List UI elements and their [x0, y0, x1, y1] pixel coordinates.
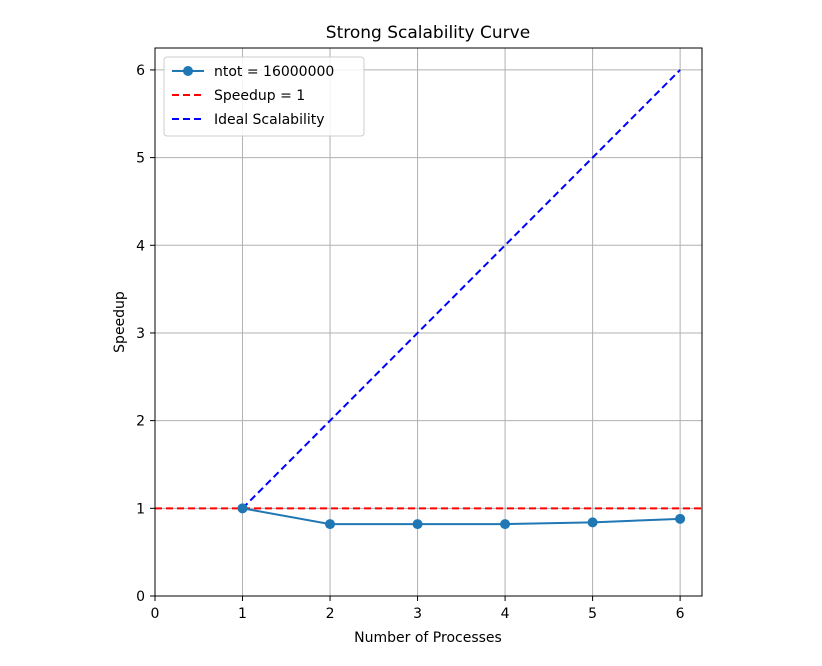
ideal-scalability-line — [241, 69, 681, 510]
legend-box — [163, 56, 365, 137]
legend-entry-ideal-scalability-label: Ideal Scalability — [214, 112, 325, 128]
x-tick-label: 1 — [238, 606, 247, 622]
chart-title: Strong Scalability Curve — [326, 23, 530, 43]
legend-entry-speedup-1-label: Speedup = 1 — [214, 88, 305, 104]
y-tick-label: 4 — [136, 238, 145, 254]
legend: ntot = 16000000 Speedup = 1 Ideal Scalabil… — [163, 56, 365, 137]
legend-entry-ntot-marker — [183, 66, 193, 76]
x-tick-label: 5 — [588, 606, 597, 622]
ntot-data-point — [237, 503, 248, 514]
x-tick-label: 6 — [676, 606, 685, 622]
y-tick-label: 2 — [136, 414, 145, 430]
ntot-series-line — [242, 507, 681, 526]
ntot-data-point — [500, 519, 511, 530]
plot-frame — [154, 47, 703, 597]
x-tick-label: 0 — [151, 606, 160, 622]
ticks: 0 1 2 3 4 5 6 0 1 2 3 4 5 6 — [136, 63, 685, 622]
x-axis-title: Number of Processes — [354, 630, 502, 646]
legend-entry-ntot-label: ntot = 16000000 — [214, 64, 334, 80]
x-tick-label: 2 — [326, 606, 335, 622]
ntot-data-point — [587, 517, 598, 528]
y-tick-label: 1 — [136, 501, 145, 517]
y-tick-label: 5 — [136, 151, 145, 167]
x-tick-label: 3 — [413, 606, 422, 622]
y-axis-title: Speedup — [112, 291, 128, 353]
y-tick-label: 0 — [136, 589, 145, 605]
y-tick-label: 6 — [136, 63, 145, 79]
ntot-data-point — [675, 513, 686, 524]
grid — [154, 48, 702, 597]
series-layer — [155, 69, 702, 530]
y-tick-label: 3 — [136, 326, 145, 342]
ntot-data-point — [325, 519, 336, 530]
ntot-data-point — [412, 519, 423, 530]
x-tick-label: 4 — [501, 606, 510, 622]
